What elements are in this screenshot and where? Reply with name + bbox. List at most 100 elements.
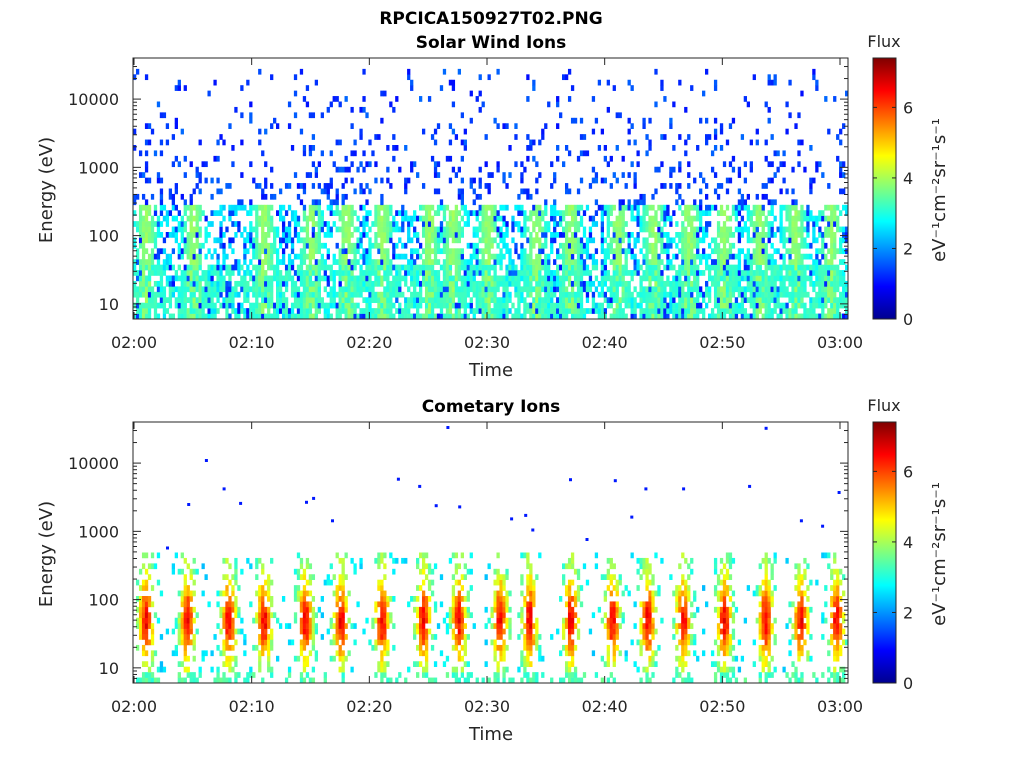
heatmap-cell bbox=[716, 221, 721, 227]
heatmap-cell bbox=[192, 297, 196, 303]
heatmap-cell bbox=[743, 204, 748, 211]
heatmap-cell bbox=[192, 215, 196, 222]
heatmap-cell bbox=[338, 210, 342, 216]
heatmap-cell bbox=[380, 297, 384, 303]
heatmap-cell bbox=[344, 302, 348, 309]
heatmap-cell bbox=[153, 264, 158, 271]
heatmap-cell bbox=[401, 242, 405, 249]
heatmap-cell bbox=[445, 253, 450, 260]
heatmap-cell bbox=[481, 253, 485, 260]
heatmap-cell bbox=[556, 270, 560, 276]
heatmap-cell bbox=[490, 172, 494, 178]
heatmap-cell bbox=[842, 286, 846, 293]
heatmap-cell bbox=[311, 280, 316, 287]
heatmap-cell bbox=[588, 232, 593, 238]
heatmap-cell bbox=[716, 275, 721, 282]
heatmap-cell bbox=[737, 275, 742, 282]
heatmap-cell bbox=[341, 628, 345, 635]
heatmap-cell bbox=[526, 275, 530, 282]
heatmap-cell bbox=[502, 297, 506, 303]
heatmap-cell bbox=[264, 612, 268, 619]
heatmap-cell bbox=[165, 280, 170, 287]
heatmap-cell bbox=[725, 302, 730, 309]
heatmap-cell bbox=[225, 297, 229, 303]
heatmap-cell bbox=[302, 634, 307, 640]
heatmap-cell bbox=[308, 150, 313, 157]
heatmap-cell bbox=[448, 139, 453, 146]
heatmap-cell bbox=[341, 574, 345, 580]
heatmap-cell bbox=[475, 308, 479, 314]
heatmap-cell bbox=[752, 313, 756, 320]
heatmap-cell bbox=[806, 242, 810, 249]
heatmap-cell bbox=[469, 242, 473, 249]
heatmap-cell bbox=[195, 568, 199, 575]
heatmap-cell bbox=[675, 280, 679, 287]
heatmap-cell bbox=[839, 291, 843, 298]
heatmap-cell bbox=[335, 634, 339, 640]
heatmap-cell bbox=[427, 275, 432, 282]
heatmap-cell bbox=[457, 270, 462, 276]
heatmap-cell bbox=[666, 280, 670, 287]
heatmap-cell bbox=[579, 253, 584, 260]
heatmap-cell bbox=[174, 650, 178, 657]
heatmap-cell bbox=[815, 302, 819, 309]
heatmap-cell bbox=[743, 96, 748, 102]
heatmap-cell bbox=[293, 286, 298, 293]
heatmap-cell bbox=[383, 291, 387, 298]
heatmap-cell bbox=[436, 242, 441, 249]
heatmap-cell bbox=[228, 215, 232, 222]
heatmap-cell bbox=[240, 172, 244, 178]
heatmap-cell bbox=[770, 264, 774, 271]
heatmap-cell bbox=[344, 655, 348, 662]
heatmap-cell bbox=[728, 248, 733, 255]
heatmap-cell bbox=[347, 204, 351, 211]
heatmap-cell bbox=[618, 275, 622, 282]
heatmap-cell bbox=[681, 297, 685, 303]
heatmap-cell bbox=[541, 232, 545, 238]
heatmap-cell bbox=[413, 248, 417, 255]
heatmap-cell bbox=[201, 275, 205, 282]
heatmap-cell bbox=[141, 601, 146, 608]
heatmap-cell bbox=[249, 259, 253, 265]
heatmap-cell bbox=[564, 74, 569, 81]
heatmap-cell bbox=[278, 242, 283, 249]
heatmap-cell bbox=[773, 79, 777, 86]
heatmap-cell bbox=[559, 308, 563, 314]
heatmap-cell bbox=[416, 291, 420, 298]
heatmap-cell bbox=[183, 606, 187, 613]
heatmap-cell bbox=[517, 226, 521, 233]
heatmap-cell bbox=[278, 308, 283, 314]
heatmap-cell bbox=[210, 210, 214, 216]
heatmap-cell bbox=[678, 237, 682, 244]
heatmap-cell bbox=[225, 313, 229, 320]
heatmap-cell bbox=[836, 297, 840, 303]
heatmap-cell bbox=[502, 215, 506, 222]
heatmap-cell bbox=[815, 248, 819, 255]
heatmap-cell bbox=[281, 215, 286, 222]
heatmap-cell bbox=[189, 639, 193, 646]
heatmap-cell bbox=[183, 242, 187, 249]
heatmap-cell bbox=[645, 297, 649, 303]
heatmap-cell bbox=[308, 297, 313, 303]
heatmap-cell bbox=[713, 145, 718, 151]
heatmap-cell bbox=[761, 280, 765, 287]
heatmap-cell bbox=[737, 226, 742, 233]
heatmap-cell bbox=[222, 297, 226, 303]
heatmap-cell bbox=[591, 264, 596, 271]
heatmap-cell bbox=[821, 264, 825, 271]
heatmap-cell bbox=[758, 302, 762, 309]
heatmap-cell bbox=[493, 259, 497, 265]
heatmap-cell bbox=[401, 210, 405, 216]
heatmap-cell bbox=[502, 253, 506, 260]
heatmap-cell bbox=[538, 308, 542, 314]
heatmap-cell bbox=[466, 215, 470, 222]
heatmap-cell bbox=[705, 291, 709, 298]
heatmap-cell bbox=[690, 280, 694, 287]
heatmap-cell bbox=[687, 237, 691, 244]
heatmap-cell bbox=[359, 308, 363, 314]
heatmap-cell bbox=[270, 628, 274, 635]
heatmap-cell bbox=[150, 232, 155, 238]
heatmap-cell bbox=[195, 628, 199, 635]
heatmap-cell bbox=[284, 270, 289, 276]
heatmap-cell bbox=[296, 253, 301, 260]
